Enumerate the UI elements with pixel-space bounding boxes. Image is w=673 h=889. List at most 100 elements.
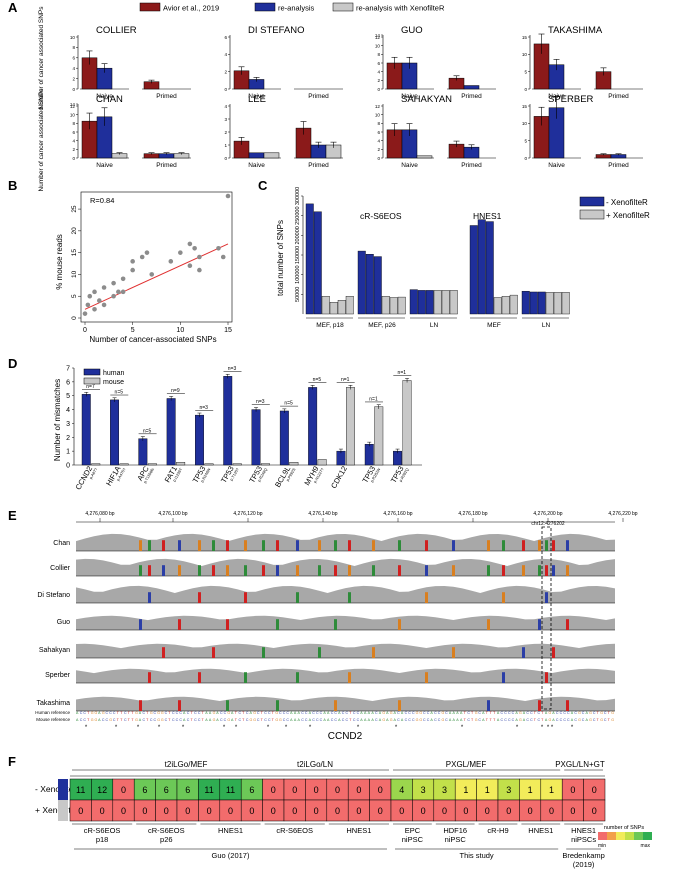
sequence-base: T <box>486 711 489 715</box>
sequence-base: C <box>375 711 378 715</box>
sequence-base: T <box>471 718 474 722</box>
mismatch-stripe <box>538 700 541 711</box>
sequence-base: C <box>124 711 127 715</box>
mismatch-stripe <box>502 540 505 551</box>
mismatch-stripe <box>545 565 548 576</box>
c-bar-plus <box>337 300 346 315</box>
scatter-fit-line <box>84 243 229 310</box>
mismatch-stripe <box>162 647 165 658</box>
sequence-base: C <box>445 711 448 715</box>
sequence-base: C <box>353 718 356 722</box>
c-bar-plus <box>449 290 458 315</box>
mismatch-star: * <box>115 725 118 731</box>
sequence-base: A <box>456 711 459 715</box>
a-y-tick-label: 0 <box>224 156 227 161</box>
heatmap-value-plus: 0 <box>292 806 297 816</box>
sequence-base: A <box>401 718 404 722</box>
sequence-base: A <box>216 718 219 722</box>
c-bar-plus <box>345 296 354 315</box>
group-label-line2: p18 <box>96 835 109 844</box>
sequence-base: C <box>124 718 127 722</box>
scatter-point <box>120 276 126 282</box>
mismatch-stripe <box>545 592 548 603</box>
d-y-tick-label: 4 <box>66 407 70 414</box>
scatter-ylabel: % mouse reads <box>55 234 64 290</box>
sequence-base: C <box>504 711 507 715</box>
sequence-base: C <box>582 718 585 722</box>
sequence-base: C <box>467 718 470 722</box>
sequence-base: T <box>235 718 238 722</box>
sequence-base: C <box>257 711 260 715</box>
d-mutation-label: p.P992S <box>286 467 297 482</box>
c-bar-minus <box>485 221 494 315</box>
sequence-base: T <box>261 711 264 715</box>
sequence-base: C <box>593 711 596 715</box>
a-category-label: Primed <box>608 162 629 169</box>
sequence-base: C <box>142 711 145 715</box>
mismatch-star: * <box>182 725 185 731</box>
panel-d-legend-swatch-human <box>83 368 101 376</box>
mismatch-stripe <box>348 540 351 551</box>
scatter-point <box>168 259 174 264</box>
sequence-base: C <box>423 718 426 722</box>
sequence-base: A <box>545 711 548 715</box>
c-y-tick-label: 50000 <box>295 287 301 302</box>
sequence-base: C <box>353 711 356 715</box>
sequence-base: T <box>608 711 611 715</box>
sequence-base: A <box>298 718 301 722</box>
sequence-base: C <box>102 718 105 722</box>
mismatch-stripe <box>262 565 265 576</box>
sequence-base: C <box>567 718 570 722</box>
scale-legend-max: max <box>641 843 651 849</box>
mismatch-stripe <box>212 565 215 576</box>
mismatch-stripe <box>139 540 142 551</box>
track-label: Collier <box>50 565 71 572</box>
sequence-base: T <box>493 711 496 715</box>
legend-swatch-reanalysis <box>254 2 276 12</box>
track-label: Sahakyan <box>39 647 70 654</box>
sequence-base: A <box>98 718 101 722</box>
heatmap-value-plus: 0 <box>485 806 490 816</box>
human-reference-label: Human reference <box>35 710 70 715</box>
panel-a-legend: Avior et al., 2019 re-analysis re-analys… <box>139 2 445 13</box>
mismatch-stripe <box>276 619 279 630</box>
scatter-point <box>144 250 150 255</box>
c-subgroup-label: LN <box>542 322 551 329</box>
sequence-base: C <box>434 718 437 722</box>
heatmap-value-plus: 0 <box>207 806 212 816</box>
sequence-base: C <box>512 718 515 722</box>
scatter-point <box>101 302 107 308</box>
heatmap-value-plus: 0 <box>506 806 511 816</box>
sequence-base: T <box>131 711 134 715</box>
mismatch-star: * <box>137 725 140 731</box>
sequence-base: A <box>364 711 367 715</box>
sequence-base: G <box>441 711 444 715</box>
scatter-x-tick-label: 15 <box>224 327 232 334</box>
mismatch-stripe <box>198 672 201 683</box>
heatmap-value-plus: 0 <box>421 806 426 816</box>
sequence-base: C <box>176 718 179 722</box>
sequence-base: G <box>94 718 97 722</box>
mismatch-stripe <box>296 672 299 683</box>
panel-d-legend-label-human: human <box>103 370 125 377</box>
sequence-base: C <box>305 711 308 715</box>
sequence-base: T <box>541 711 544 715</box>
sequence-base: G <box>91 718 94 722</box>
c-bar-plus <box>381 296 390 315</box>
sequence-base: C <box>312 711 315 715</box>
sequence-base: A <box>298 711 301 715</box>
sequence-base: C <box>301 711 304 715</box>
sequence-base: C <box>198 711 201 715</box>
sequence-base: G <box>600 711 603 715</box>
sequence-base: A <box>290 718 293 722</box>
sequence-base: G <box>390 711 393 715</box>
sequence-base: G <box>578 718 581 722</box>
sequence-base: C <box>412 711 415 715</box>
c-bar-minus <box>313 211 322 315</box>
panel-a-ylabel-bottom: Number of cancer associated SNPs <box>38 88 45 192</box>
sequence-base: C <box>438 718 441 722</box>
sequence-base: A <box>453 711 456 715</box>
mismatch-stripe <box>296 540 299 551</box>
sequence-base: G <box>227 718 230 722</box>
legend-swatch-xenofilter <box>332 2 354 12</box>
